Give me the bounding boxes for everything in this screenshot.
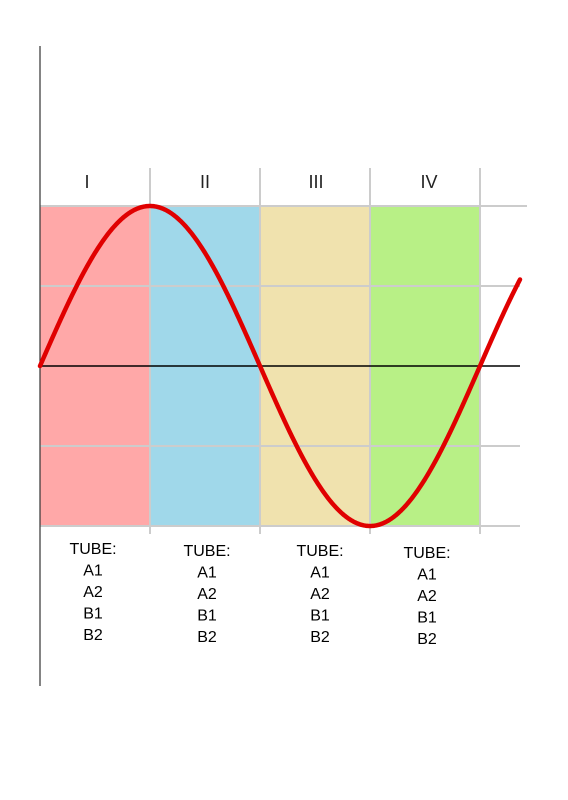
tube-item-4-1: A1: [417, 567, 437, 584]
tube-item-1-4: B2: [83, 627, 103, 644]
tube-item-3-3: B1: [310, 608, 330, 625]
tube-item-4-2: A2: [417, 588, 437, 605]
tube-item-1-3: B1: [83, 606, 103, 623]
tube-item-3-1: A1: [310, 565, 330, 582]
quadrant-label-2: II: [200, 172, 210, 192]
tube-item-1-1: A1: [83, 563, 103, 580]
tube-heading-1: TUBE:: [69, 541, 116, 558]
quadrant-labels: I II III IV: [84, 172, 437, 192]
tube-item-2-3: B1: [197, 608, 217, 625]
tube-item-3-4: B2: [310, 629, 330, 646]
tube-item-4-3: B1: [417, 610, 437, 627]
quadrant-label-1: I: [84, 172, 89, 192]
tube-heading-2: TUBE:: [183, 543, 230, 560]
sine-wave: [37, 203, 523, 529]
tube-heading-4: TUBE:: [403, 545, 450, 562]
quadrant-label-4: IV: [420, 172, 437, 192]
tube-item-2-4: B2: [197, 629, 217, 646]
tube-item-3-2: A2: [310, 586, 330, 603]
tube-item-1-2: A2: [83, 584, 103, 601]
tube-item-2-2: A2: [197, 586, 217, 603]
tube-heading-3: TUBE:: [296, 543, 343, 560]
tube-item-4-4: B2: [417, 631, 437, 648]
quadrant-label-3: III: [308, 172, 323, 192]
grid-lines: [40, 168, 527, 534]
tube-labels: TUBE: A1 A2 B1 B2 TUBE: A1 A2 B1 B2 TUBE: A1 A2 B1 B2 T…: [69, 541, 450, 648]
tube-item-2-1: A1: [197, 565, 217, 582]
